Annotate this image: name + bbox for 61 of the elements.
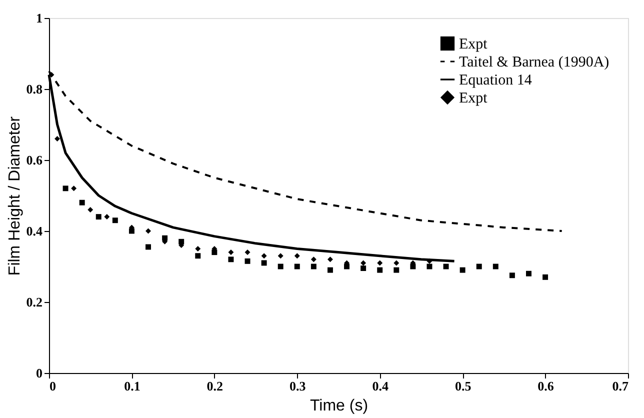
y-tick-label: 0.4 [26,224,43,238]
y-tick-label: 0 [36,366,42,380]
point [394,267,400,273]
x-tick-label: 0.3 [290,378,306,394]
point [228,250,234,256]
point [195,253,201,259]
legend-label: Taitel & Barnea (1990A) [459,54,610,70]
point [48,72,54,78]
point [96,214,102,220]
x-axis-title: Time (s) [310,398,368,414]
point [460,267,466,273]
legend-label: Expt [459,90,488,106]
point [443,264,449,270]
x-tick-label: 0.7 [612,378,629,394]
point [104,214,110,220]
point [244,258,250,264]
point [492,264,498,270]
point [542,274,548,280]
point [112,218,118,224]
y-tick-label: 1 [36,10,42,26]
y-tick-label: 0.8 [26,82,43,96]
point [360,266,366,272]
point [476,264,482,270]
y-tick-label: 0.2 [26,294,42,310]
point [261,253,267,259]
point [526,270,532,276]
point [327,267,333,273]
legend-label: Equation 14 [459,72,532,88]
point [228,256,234,262]
x-tick-label: 0.6 [538,378,554,394]
point [195,246,201,252]
point [71,186,77,192]
point [394,260,400,266]
point [426,264,432,270]
point [278,253,284,259]
point [278,264,284,270]
x-tick-label: 0.2 [206,378,224,394]
x-tick-label: 0.4 [372,378,389,394]
point [244,250,250,256]
point [261,260,267,266]
point [294,253,300,259]
point [426,258,432,264]
point [360,260,366,266]
point [294,264,300,270]
point [310,264,316,270]
point [377,260,383,266]
point [377,267,383,273]
point [54,136,60,142]
point [310,256,316,262]
x-tick-label: 0.1 [124,378,140,394]
point [146,244,151,250]
x-tick-label: 0.5 [454,378,472,394]
point [509,272,515,278]
x-tick-label: 0 [50,378,56,394]
point [79,200,85,206]
point [62,186,68,192]
legend-label: Expt [459,36,488,52]
y-tick-label: 0.6 [26,152,43,168]
point [88,206,94,212]
y-axis-title: Film Height / Diameter [6,116,24,276]
point [327,256,333,262]
